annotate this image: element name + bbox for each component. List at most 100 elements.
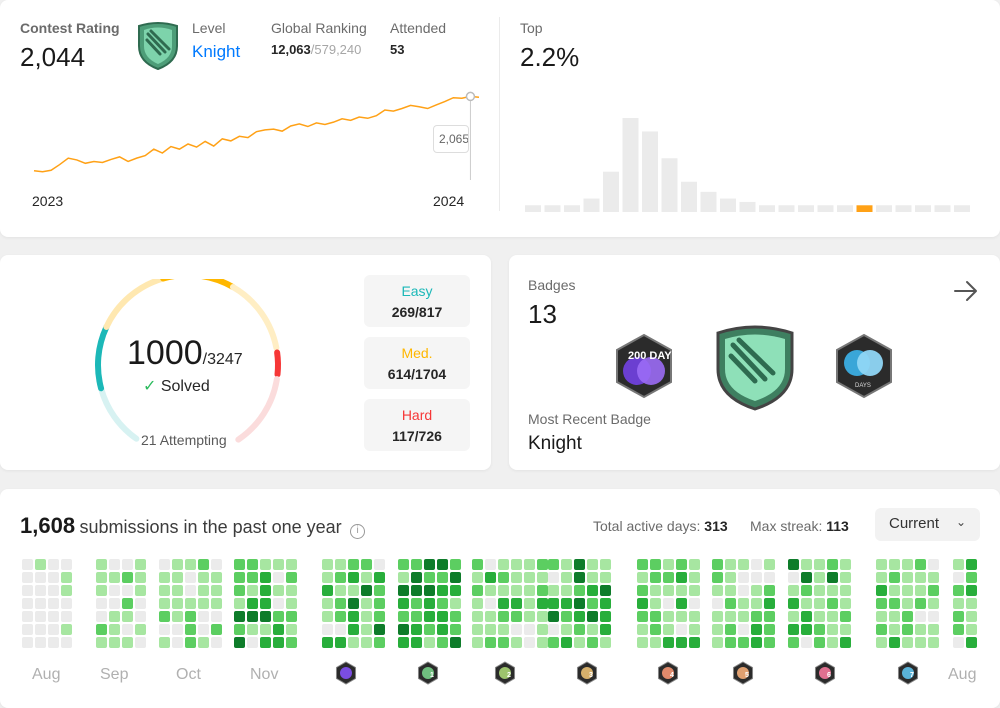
heatmap-cell	[637, 637, 648, 648]
heatmap-cell	[398, 611, 409, 622]
heatmap-cell	[348, 559, 359, 570]
heatmap-cell	[889, 559, 900, 570]
rating-distribution-chart[interactable]	[520, 100, 980, 215]
heatmap-cell	[637, 624, 648, 635]
distribution-bar	[895, 205, 912, 212]
heatmap-cell	[561, 598, 572, 609]
heatmap-cell	[398, 637, 409, 648]
heatmap-cell	[35, 585, 46, 596]
heatmap-cell	[876, 585, 887, 596]
heatmap-cell	[159, 598, 170, 609]
level-value[interactable]: Knight	[192, 42, 241, 61]
heatmap-cell	[966, 598, 977, 609]
heatmap-cell	[211, 559, 222, 570]
distribution-bar	[934, 205, 951, 212]
heatmap-cell	[437, 611, 448, 622]
heatmap-cell	[22, 637, 33, 648]
heatmap-cell	[561, 611, 572, 622]
heatmap-cell	[247, 585, 258, 596]
rating-value: 2,044	[20, 42, 86, 72]
heatmap-cell	[48, 624, 59, 635]
heatmap-cell	[348, 585, 359, 596]
rating-history-chart[interactable]	[20, 90, 480, 180]
heatmap-cell	[211, 637, 222, 648]
heatmap-cell	[966, 624, 977, 635]
heatmap-cell	[840, 559, 851, 570]
year-end: 2024	[433, 193, 465, 209]
year-selector[interactable]: Current ⌄	[875, 508, 980, 541]
days-badge-icon[interactable]: DAYS	[833, 333, 895, 399]
arrow-right-icon[interactable]	[952, 277, 980, 305]
heatmap-cell	[902, 624, 913, 635]
heatmap-cell	[234, 611, 245, 622]
heatmap-cell	[751, 559, 762, 570]
heatmap-cell	[953, 598, 964, 609]
heatmap-cell	[902, 598, 913, 609]
medium-stat[interactable]: Med. 614/1704	[364, 337, 470, 389]
distribution-bar	[525, 205, 541, 212]
heatmap-cell	[198, 559, 209, 570]
heatmap-cell	[22, 585, 33, 596]
heatmap-cell	[135, 611, 146, 622]
heatmap-cell	[485, 572, 496, 583]
heatmap-cell	[840, 611, 851, 622]
200-days-badge-icon[interactable]: 200 DAYS	[613, 333, 675, 399]
hard-stat[interactable]: Hard 117/726	[364, 399, 470, 451]
easy-stat[interactable]: Easy 269/817	[364, 275, 470, 327]
heatmap-cell	[48, 559, 59, 570]
year-selector-label: Current	[889, 515, 940, 532]
distribution-bar	[954, 205, 970, 212]
medium-track-2	[230, 284, 280, 351]
heatmap-cell	[928, 624, 939, 635]
heatmap-cell	[198, 598, 209, 609]
heatmap-cell	[260, 585, 271, 596]
heatmap-cell	[689, 624, 700, 635]
info-icon[interactable]: i	[350, 524, 366, 539]
heatmap-cell	[450, 598, 461, 609]
heatmap-cell	[450, 624, 461, 635]
heatmap-cell	[361, 572, 372, 583]
heatmap-cell	[35, 598, 46, 609]
distribution-bar	[603, 171, 619, 212]
heatmap-cell	[348, 572, 359, 583]
heatmap-cell	[600, 585, 611, 596]
heatmap-cell	[889, 611, 900, 622]
heatmap-cell	[537, 559, 548, 570]
heatmap-cell	[840, 637, 851, 648]
distribution-bar	[915, 205, 931, 212]
heatmap-cell	[548, 624, 559, 635]
heatmap-cell	[548, 559, 559, 570]
heatmap-cell	[511, 598, 522, 609]
heatmap-cell	[928, 559, 939, 570]
heatmap-cell	[764, 624, 775, 635]
heatmap-cell	[574, 637, 585, 648]
top-label: Top	[520, 20, 543, 36]
monthly-badge-core	[581, 667, 593, 679]
heatmap-cell	[801, 572, 812, 583]
heatmap-cell	[247, 598, 258, 609]
heatmap-cell	[915, 624, 926, 635]
heatmap-cell	[398, 585, 409, 596]
heatmap-cell	[172, 559, 183, 570]
distribution-bar	[837, 205, 853, 212]
heatmap-cell	[109, 611, 120, 622]
heatmap-cell	[424, 585, 435, 596]
knight-large-badge-icon[interactable]	[713, 323, 797, 411]
distribution-bar	[661, 158, 678, 212]
heatmap-cell	[96, 611, 107, 622]
month-label: Oct	[176, 666, 201, 683]
heatmap-cell	[650, 559, 661, 570]
heatmap-cell	[472, 598, 483, 609]
distribution-bar	[720, 198, 736, 212]
monthly-badge-core	[499, 667, 511, 679]
medium-value: 614/1704	[387, 366, 447, 382]
heatmap-cell	[398, 624, 409, 635]
heatmap-cell	[122, 611, 133, 622]
heatmap-cell	[411, 611, 422, 622]
heatmap-cell	[273, 572, 284, 583]
submission-heatmap[interactable]: Aug Sep Oct Nov Aug 1 2 3 4 5 6 7	[0, 559, 1000, 708]
easy-arc	[95, 323, 110, 392]
heatmap-cell	[814, 637, 825, 648]
heatmap-cell	[109, 585, 120, 596]
heatmap-cell	[411, 585, 422, 596]
